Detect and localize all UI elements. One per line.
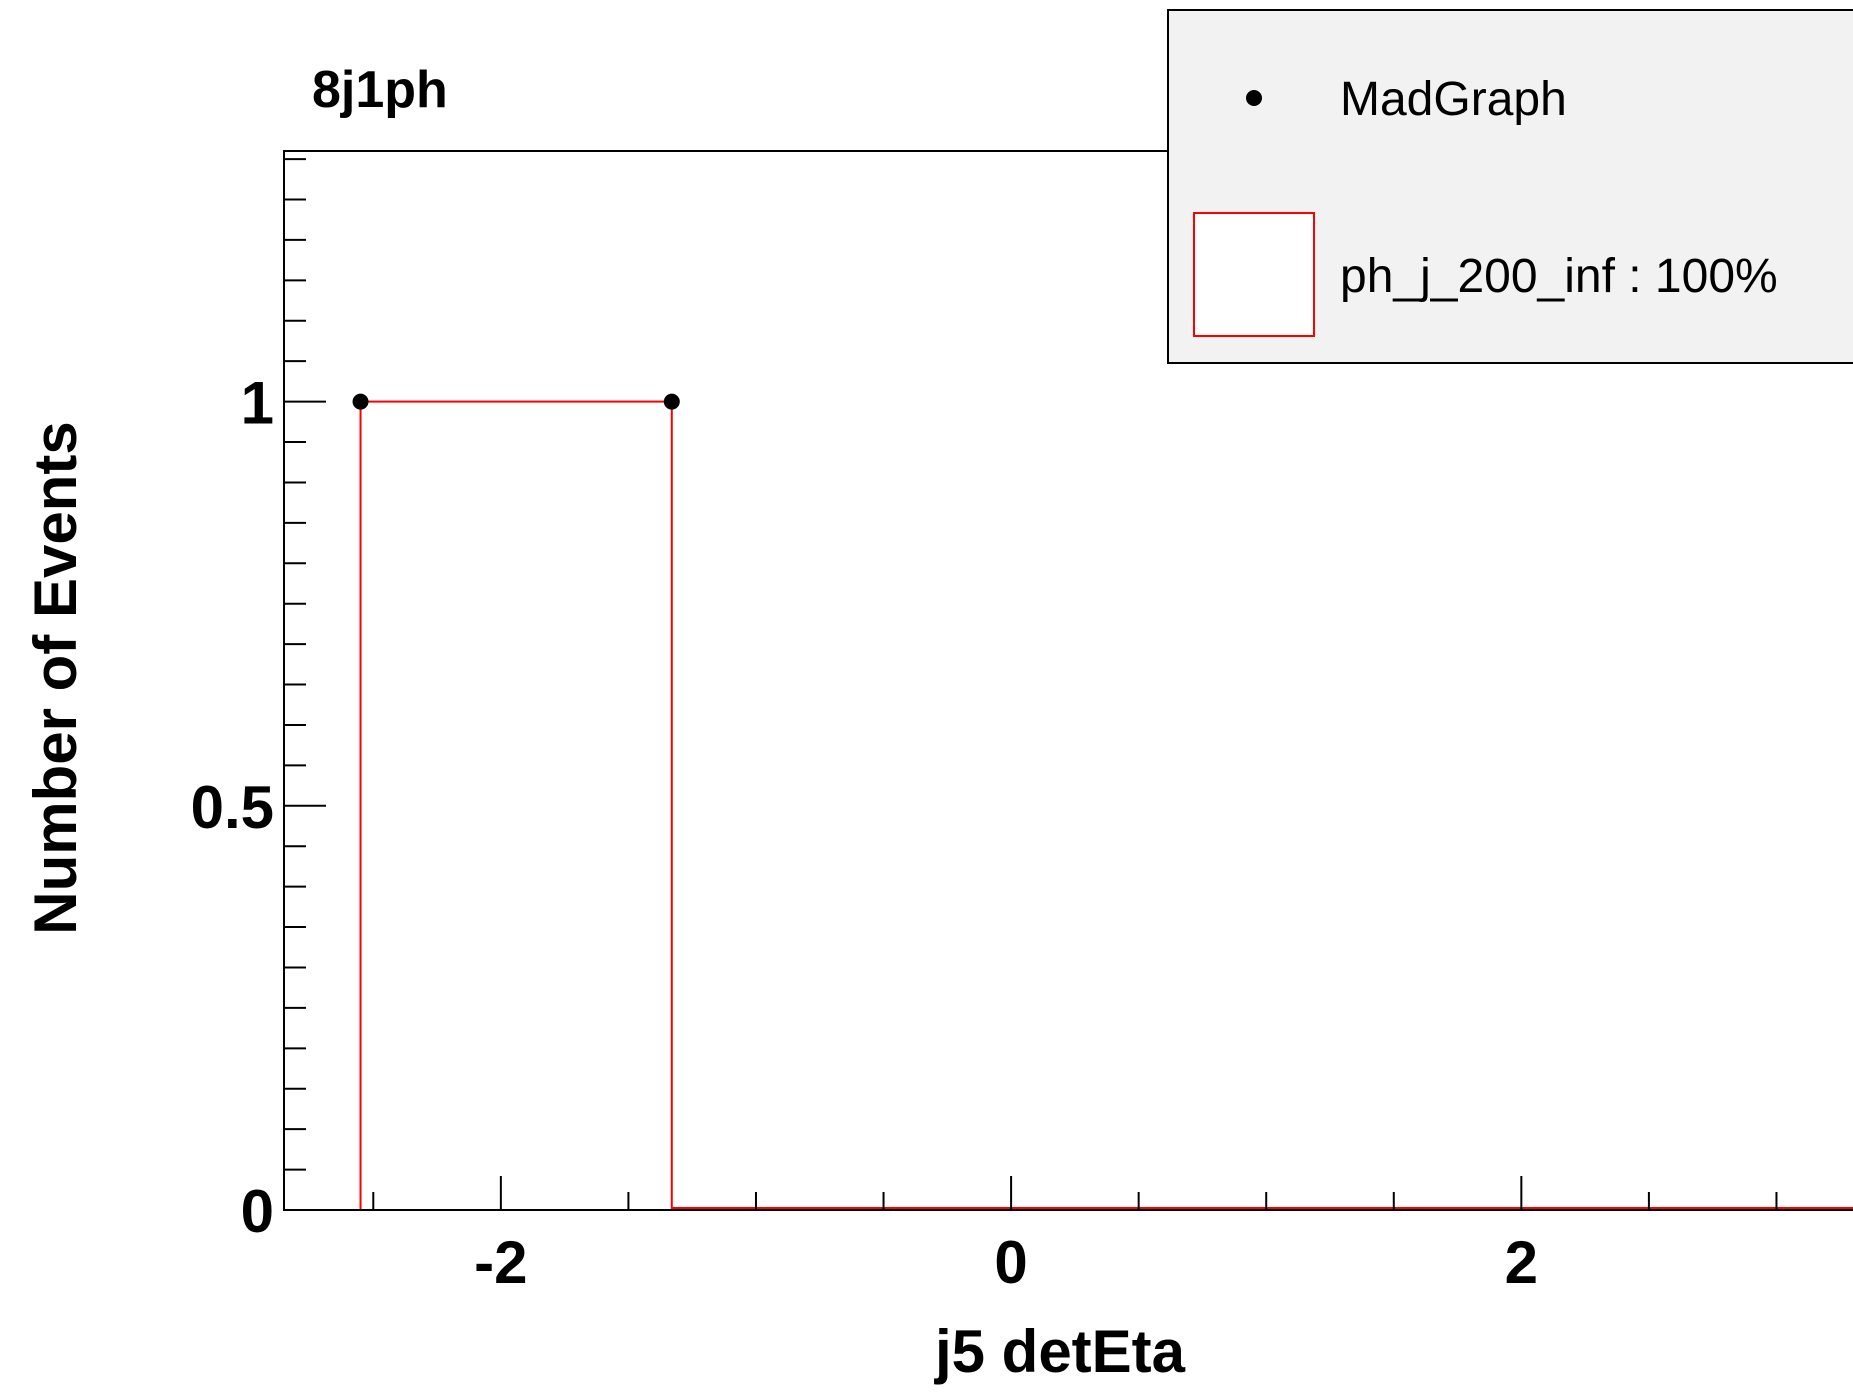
plot-frame — [283, 150, 1853, 1211]
x-tick-label: 2 — [1505, 1229, 1538, 1296]
data-point — [663, 393, 680, 410]
x-axis-ticks — [372, 1176, 1778, 1210]
chart-title: 8j1ph — [312, 61, 448, 119]
y-axis-tick-labels: 00.51 — [191, 370, 274, 1245]
x-tick-label: -2 — [474, 1229, 527, 1296]
x-axis-label: j5 detEta — [934, 1318, 1186, 1385]
y-tick-label: 0 — [241, 1178, 274, 1245]
y-axis-label: Number of Events — [22, 421, 89, 934]
x-axis-tick-labels: -2 0 2 — [474, 1229, 1538, 1296]
legend: MadGraph ph_j_200_inf : 100% — [1167, 9, 1853, 364]
legend-marker-ph-j-200-inf — [1193, 212, 1315, 337]
legend-label-madgraph: MadGraph — [1340, 73, 1567, 126]
y-tick-label: 0.5 — [191, 774, 274, 841]
legend-label-ph-j-200-inf: ph_j_200_inf : 100% — [1340, 250, 1778, 303]
x-tick-label: 0 — [994, 1229, 1027, 1296]
y-axis-ticks — [284, 158, 326, 1211]
points-layer — [352, 393, 680, 410]
legend-marker-madgraph — [1246, 90, 1262, 106]
y-tick-label: 1 — [241, 370, 274, 437]
data-point — [352, 393, 369, 410]
